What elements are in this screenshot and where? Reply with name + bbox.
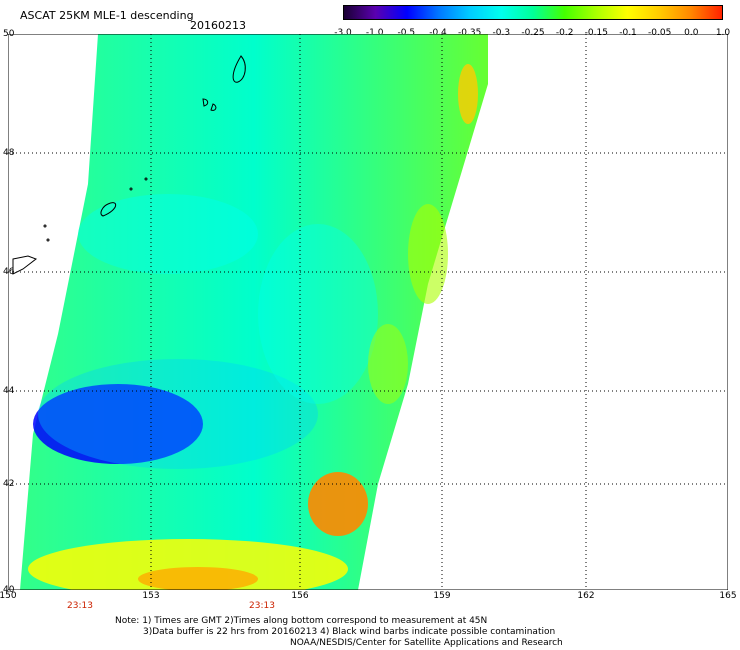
blue-region [33, 384, 203, 464]
time-label: 23:13 [249, 601, 275, 611]
colorbar-tick-label: 0.0 [684, 28, 699, 38]
title: ASCAT 25KM MLE-1 descending [20, 9, 194, 22]
light-blue-region [38, 359, 318, 469]
lon-label: 150 [0, 591, 17, 601]
map-plot [8, 34, 728, 590]
colorbar-tick-label: 1.0 [715, 28, 731, 38]
colorbar-tick-label: -3.0 [334, 28, 352, 38]
lat-label: 50 [3, 29, 15, 39]
note-line-1: Note: 1) Times are GMT 2)Times along bot… [115, 616, 488, 626]
colorbar-tick-label: -0.05 [648, 28, 672, 38]
colorbar-tick-label: -0.1 [619, 28, 637, 38]
orange-region [308, 472, 368, 536]
colorbar-tick-label: -0.4 [429, 28, 447, 38]
colorbar-tick-label: -0.15 [584, 28, 608, 38]
note-line-2: 3)Data buffer is 22 hrs from 20160213 4)… [143, 627, 556, 637]
lat-label: 40 [3, 585, 15, 595]
lat-label: 46 [3, 267, 15, 277]
grid [8, 34, 728, 590]
colorbar-tick-label: -1.0 [365, 28, 384, 38]
colorbar-tick-label: -0.25 [521, 28, 545, 38]
colorbar-tick-label: -0.5 [397, 28, 416, 38]
cyan-region-center [258, 224, 378, 404]
cyan-region-north [78, 194, 258, 274]
lat-label: 48 [3, 148, 15, 158]
lat-label: 42 [3, 479, 15, 489]
lon-label: 165 [719, 591, 737, 601]
lon-label: 162 [577, 591, 595, 601]
orange-region-south [138, 567, 258, 590]
date-label: 20160213 [190, 19, 246, 32]
data-swath [20, 34, 488, 590]
lon-label: 159 [433, 591, 451, 601]
yellow-region [28, 539, 348, 590]
lat-label: 44 [3, 386, 15, 396]
green-edge-1 [408, 204, 448, 304]
colorbar-tick-label: -0.35 [458, 28, 482, 38]
coastlines [12, 55, 246, 275]
green-edge-2 [368, 324, 408, 404]
lon-label: 156 [291, 591, 309, 601]
colorbar-tick-label: -0.3 [492, 28, 511, 38]
time-label: 23:13 [67, 601, 93, 611]
lon-label: 153 [142, 591, 160, 601]
colorbar-tick-label: -0.2 [555, 28, 574, 38]
yellow-edge [458, 64, 478, 124]
note-line-3: NOAA/NESDIS/Center for Satellite Applica… [290, 638, 563, 648]
colorbar [343, 5, 723, 20]
